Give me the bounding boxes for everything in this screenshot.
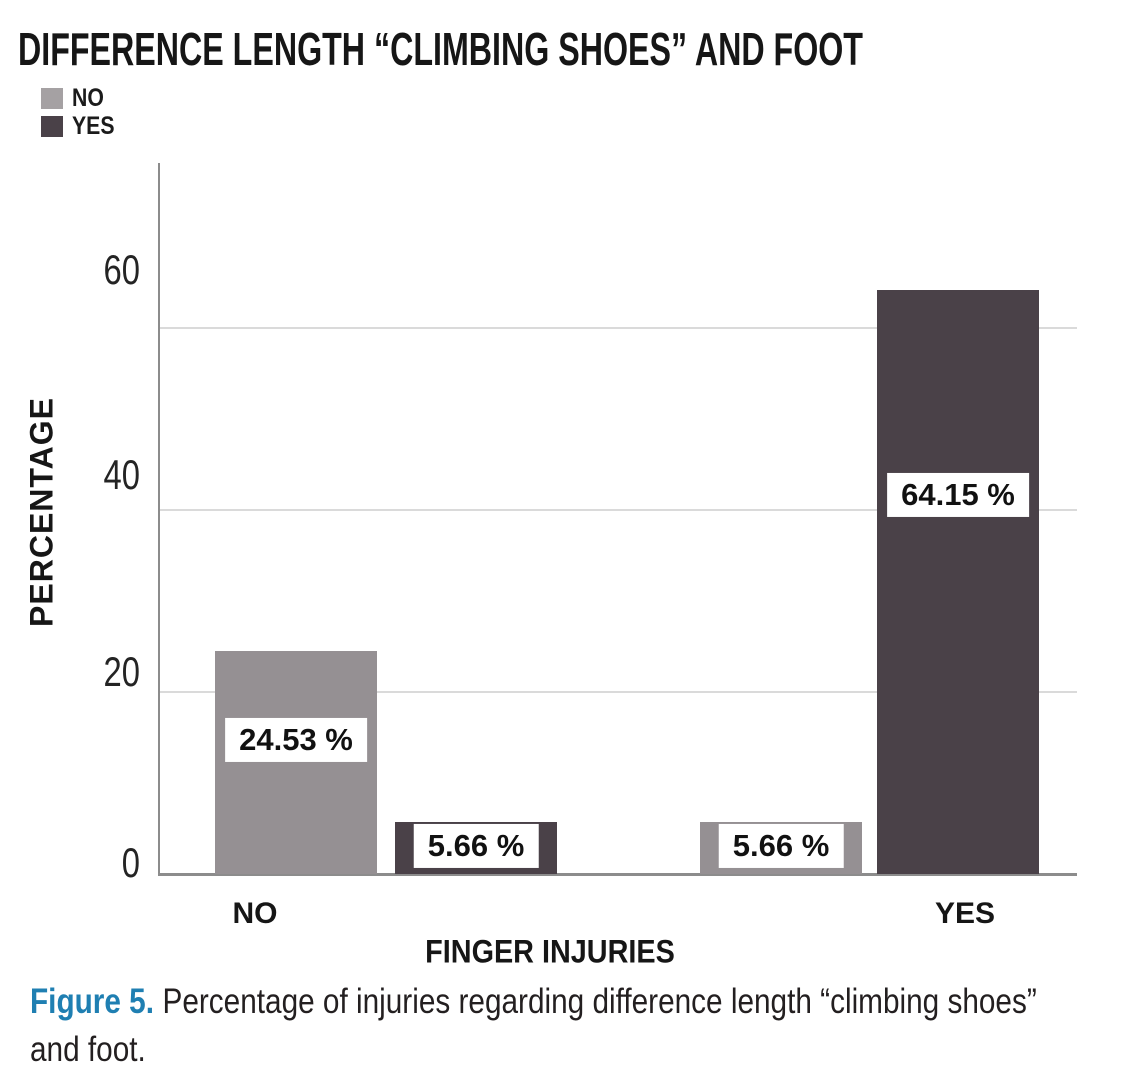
- legend-item-no: NO: [41, 84, 122, 112]
- bar-yes-yes: [877, 290, 1039, 874]
- legend-swatch-yes-icon: [41, 115, 63, 137]
- figure-caption-label: Figure 5.: [30, 982, 154, 1021]
- y-tick-0: 0: [121, 839, 140, 886]
- y-axis-title: PERCENTAGE: [23, 397, 60, 627]
- chart-title: DIFFERENCE LENGTH “CLIMBING SHOES” AND F…: [18, 23, 863, 75]
- legend: NO YES: [41, 84, 122, 140]
- gridline-40: [160, 509, 1077, 511]
- x-axis-title: FINGER INJURIES: [425, 933, 675, 970]
- x-category-no: NO: [232, 897, 278, 930]
- bar-value-label: 24.53 %: [225, 717, 367, 763]
- bar-value-label: 64.15 %: [887, 472, 1029, 518]
- figure-caption: Figure 5. Percentage of injuries regardin…: [30, 978, 1076, 1075]
- y-tick-40: 40: [103, 451, 140, 498]
- y-tick-60: 60: [103, 246, 140, 293]
- legend-item-yes: YES: [41, 112, 122, 140]
- x-axis-line: [158, 873, 1077, 876]
- bar-no-no: [215, 650, 377, 874]
- bar-value-label: 5.66 %: [718, 823, 844, 869]
- y-axis-line: [158, 163, 160, 874]
- bar-value-label: 5.66 %: [413, 823, 539, 869]
- x-category-yes: YES: [934, 897, 996, 930]
- legend-label-yes: YES: [72, 111, 115, 140]
- figure-caption-text: Percentage of injuries regarding differe…: [30, 982, 1037, 1070]
- legend-swatch-no-icon: [41, 87, 63, 109]
- legend-label-no: NO: [72, 83, 104, 112]
- gridline-20: [160, 691, 1077, 693]
- gridline-60: [160, 327, 1077, 329]
- y-tick-20: 20: [103, 648, 140, 695]
